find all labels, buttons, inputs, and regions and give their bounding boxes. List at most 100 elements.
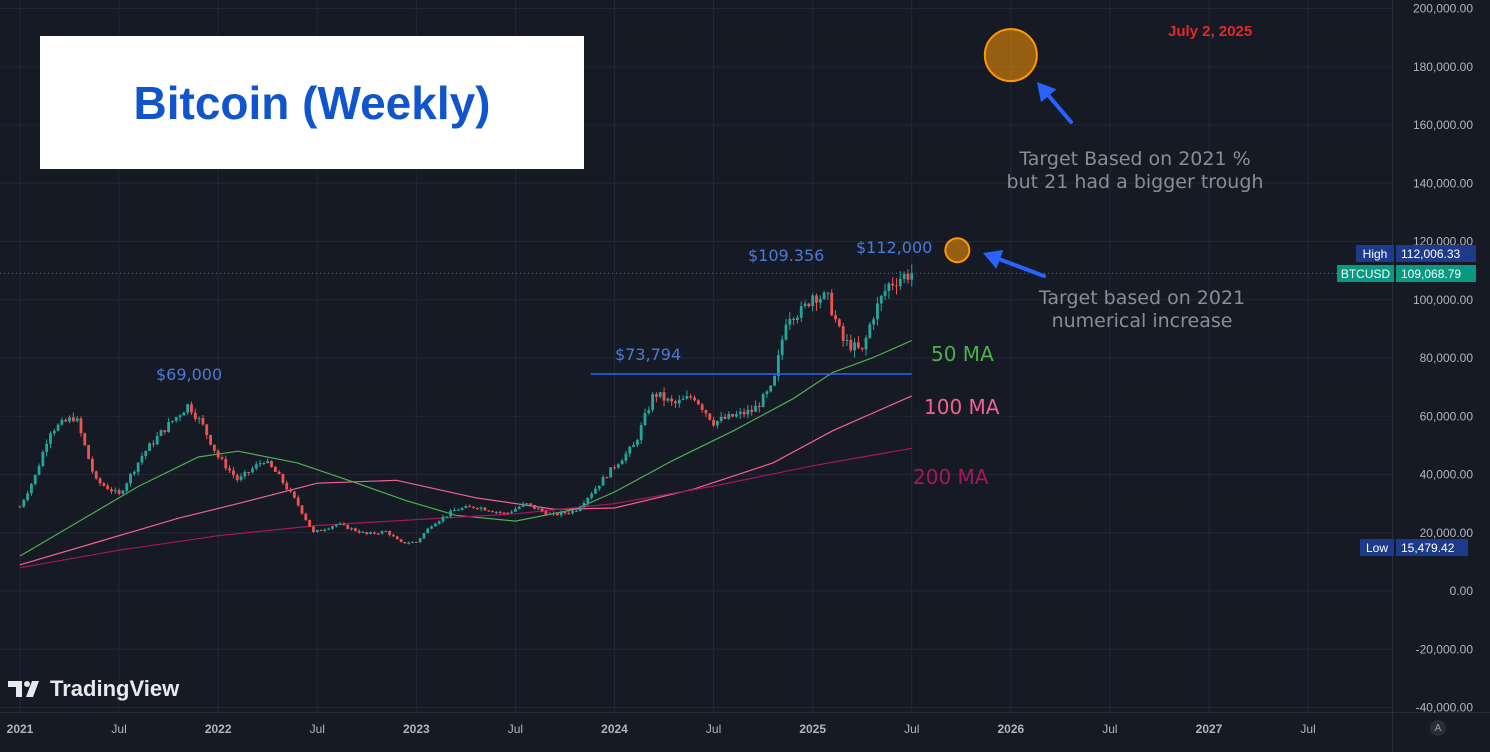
candle[interactable] — [205, 424, 209, 440]
candle[interactable] — [818, 295, 822, 309]
candle[interactable] — [60, 417, 64, 426]
candle[interactable] — [186, 403, 190, 415]
x-tick-label[interactable]: 2021 — [7, 722, 34, 736]
candle[interactable] — [784, 318, 788, 341]
candle[interactable] — [811, 293, 815, 312]
x-tick-label[interactable]: Jul — [1102, 722, 1117, 736]
candle[interactable] — [521, 501, 525, 508]
candle[interactable] — [792, 317, 796, 326]
candle[interactable] — [517, 505, 521, 510]
candle[interactable] — [201, 415, 205, 426]
candle[interactable] — [212, 444, 216, 454]
candle[interactable] — [799, 301, 803, 322]
candle[interactable] — [533, 504, 536, 510]
candle[interactable] — [674, 399, 677, 408]
candle[interactable] — [430, 525, 433, 530]
candle[interactable] — [487, 510, 491, 512]
candle[interactable] — [174, 416, 178, 423]
candle[interactable] — [68, 415, 71, 424]
candle[interactable] — [277, 470, 281, 475]
candle[interactable] — [887, 281, 891, 299]
candle[interactable] — [796, 315, 799, 324]
candle[interactable] — [582, 500, 586, 509]
candle[interactable] — [555, 512, 559, 517]
candle[interactable] — [590, 491, 594, 500]
candle[interactable] — [304, 512, 308, 522]
candle[interactable] — [525, 503, 529, 505]
candle[interactable] — [868, 322, 872, 339]
candle[interactable] — [87, 444, 90, 460]
candle[interactable] — [395, 535, 399, 540]
candle[interactable] — [830, 289, 834, 317]
candle[interactable] — [357, 529, 361, 534]
candle[interactable] — [761, 392, 765, 408]
candle[interactable] — [445, 516, 449, 519]
candle[interactable] — [193, 408, 197, 422]
candle[interactable] — [773, 375, 776, 387]
candle[interactable] — [132, 470, 136, 477]
candle[interactable] — [254, 461, 258, 471]
candle[interactable] — [731, 413, 735, 418]
candle[interactable] — [315, 529, 319, 533]
candle[interactable] — [285, 480, 289, 491]
candle[interactable] — [453, 507, 456, 512]
x-tick-label[interactable]: 2027 — [1196, 722, 1223, 736]
candle[interactable] — [822, 290, 826, 301]
candle[interactable] — [148, 442, 151, 452]
candle[interactable] — [464, 504, 468, 509]
candle[interactable] — [22, 498, 26, 508]
candle[interactable] — [597, 485, 601, 492]
tradingview-logo[interactable]: TradingView — [8, 676, 179, 702]
candle[interactable] — [841, 323, 845, 347]
candle[interactable] — [361, 530, 365, 534]
candle[interactable] — [243, 469, 247, 480]
x-tick-label[interactable]: Jul — [1300, 722, 1315, 736]
candle[interactable] — [723, 413, 727, 420]
candle[interactable] — [849, 334, 853, 353]
candle[interactable] — [129, 472, 132, 487]
candle[interactable] — [71, 412, 75, 423]
candle[interactable] — [369, 531, 373, 535]
candle[interactable] — [83, 432, 87, 447]
candle[interactable] — [37, 463, 41, 476]
auto-scale-button[interactable]: A — [1430, 720, 1446, 736]
candle[interactable] — [155, 432, 159, 446]
candle[interactable] — [655, 392, 658, 403]
candle[interactable] — [559, 510, 563, 518]
candle[interactable] — [578, 505, 582, 512]
candle[interactable] — [635, 438, 639, 448]
candle[interactable] — [780, 335, 784, 361]
candle[interactable] — [639, 422, 643, 444]
candle[interactable] — [399, 538, 403, 543]
candle[interactable] — [102, 481, 106, 487]
candle[interactable] — [365, 531, 369, 536]
candle[interactable] — [414, 541, 418, 544]
candle[interactable] — [441, 514, 445, 524]
candle[interactable] — [696, 399, 700, 406]
candle[interactable] — [681, 395, 685, 401]
candle[interactable] — [601, 474, 605, 486]
candle[interactable] — [712, 416, 715, 428]
candle[interactable] — [392, 533, 395, 538]
candle[interactable] — [746, 404, 750, 419]
candle[interactable] — [856, 335, 860, 350]
candle[interactable] — [422, 532, 426, 540]
candle[interactable] — [33, 474, 37, 486]
candle[interactable] — [323, 528, 327, 533]
candle[interactable] — [338, 521, 342, 526]
candle[interactable] — [910, 264, 914, 287]
candle[interactable] — [552, 511, 555, 517]
candle[interactable] — [803, 300, 807, 309]
candle[interactable] — [502, 511, 506, 515]
candle[interactable] — [403, 541, 407, 544]
candle[interactable] — [308, 519, 312, 527]
candle[interactable] — [289, 487, 292, 493]
candlesticks[interactable] — [18, 264, 914, 545]
x-tick-label[interactable]: 2023 — [403, 722, 430, 736]
candle[interactable] — [883, 283, 887, 300]
candle[interactable] — [906, 269, 910, 284]
candle[interactable] — [670, 395, 674, 406]
candle[interactable] — [475, 507, 479, 511]
candle[interactable] — [136, 462, 140, 476]
